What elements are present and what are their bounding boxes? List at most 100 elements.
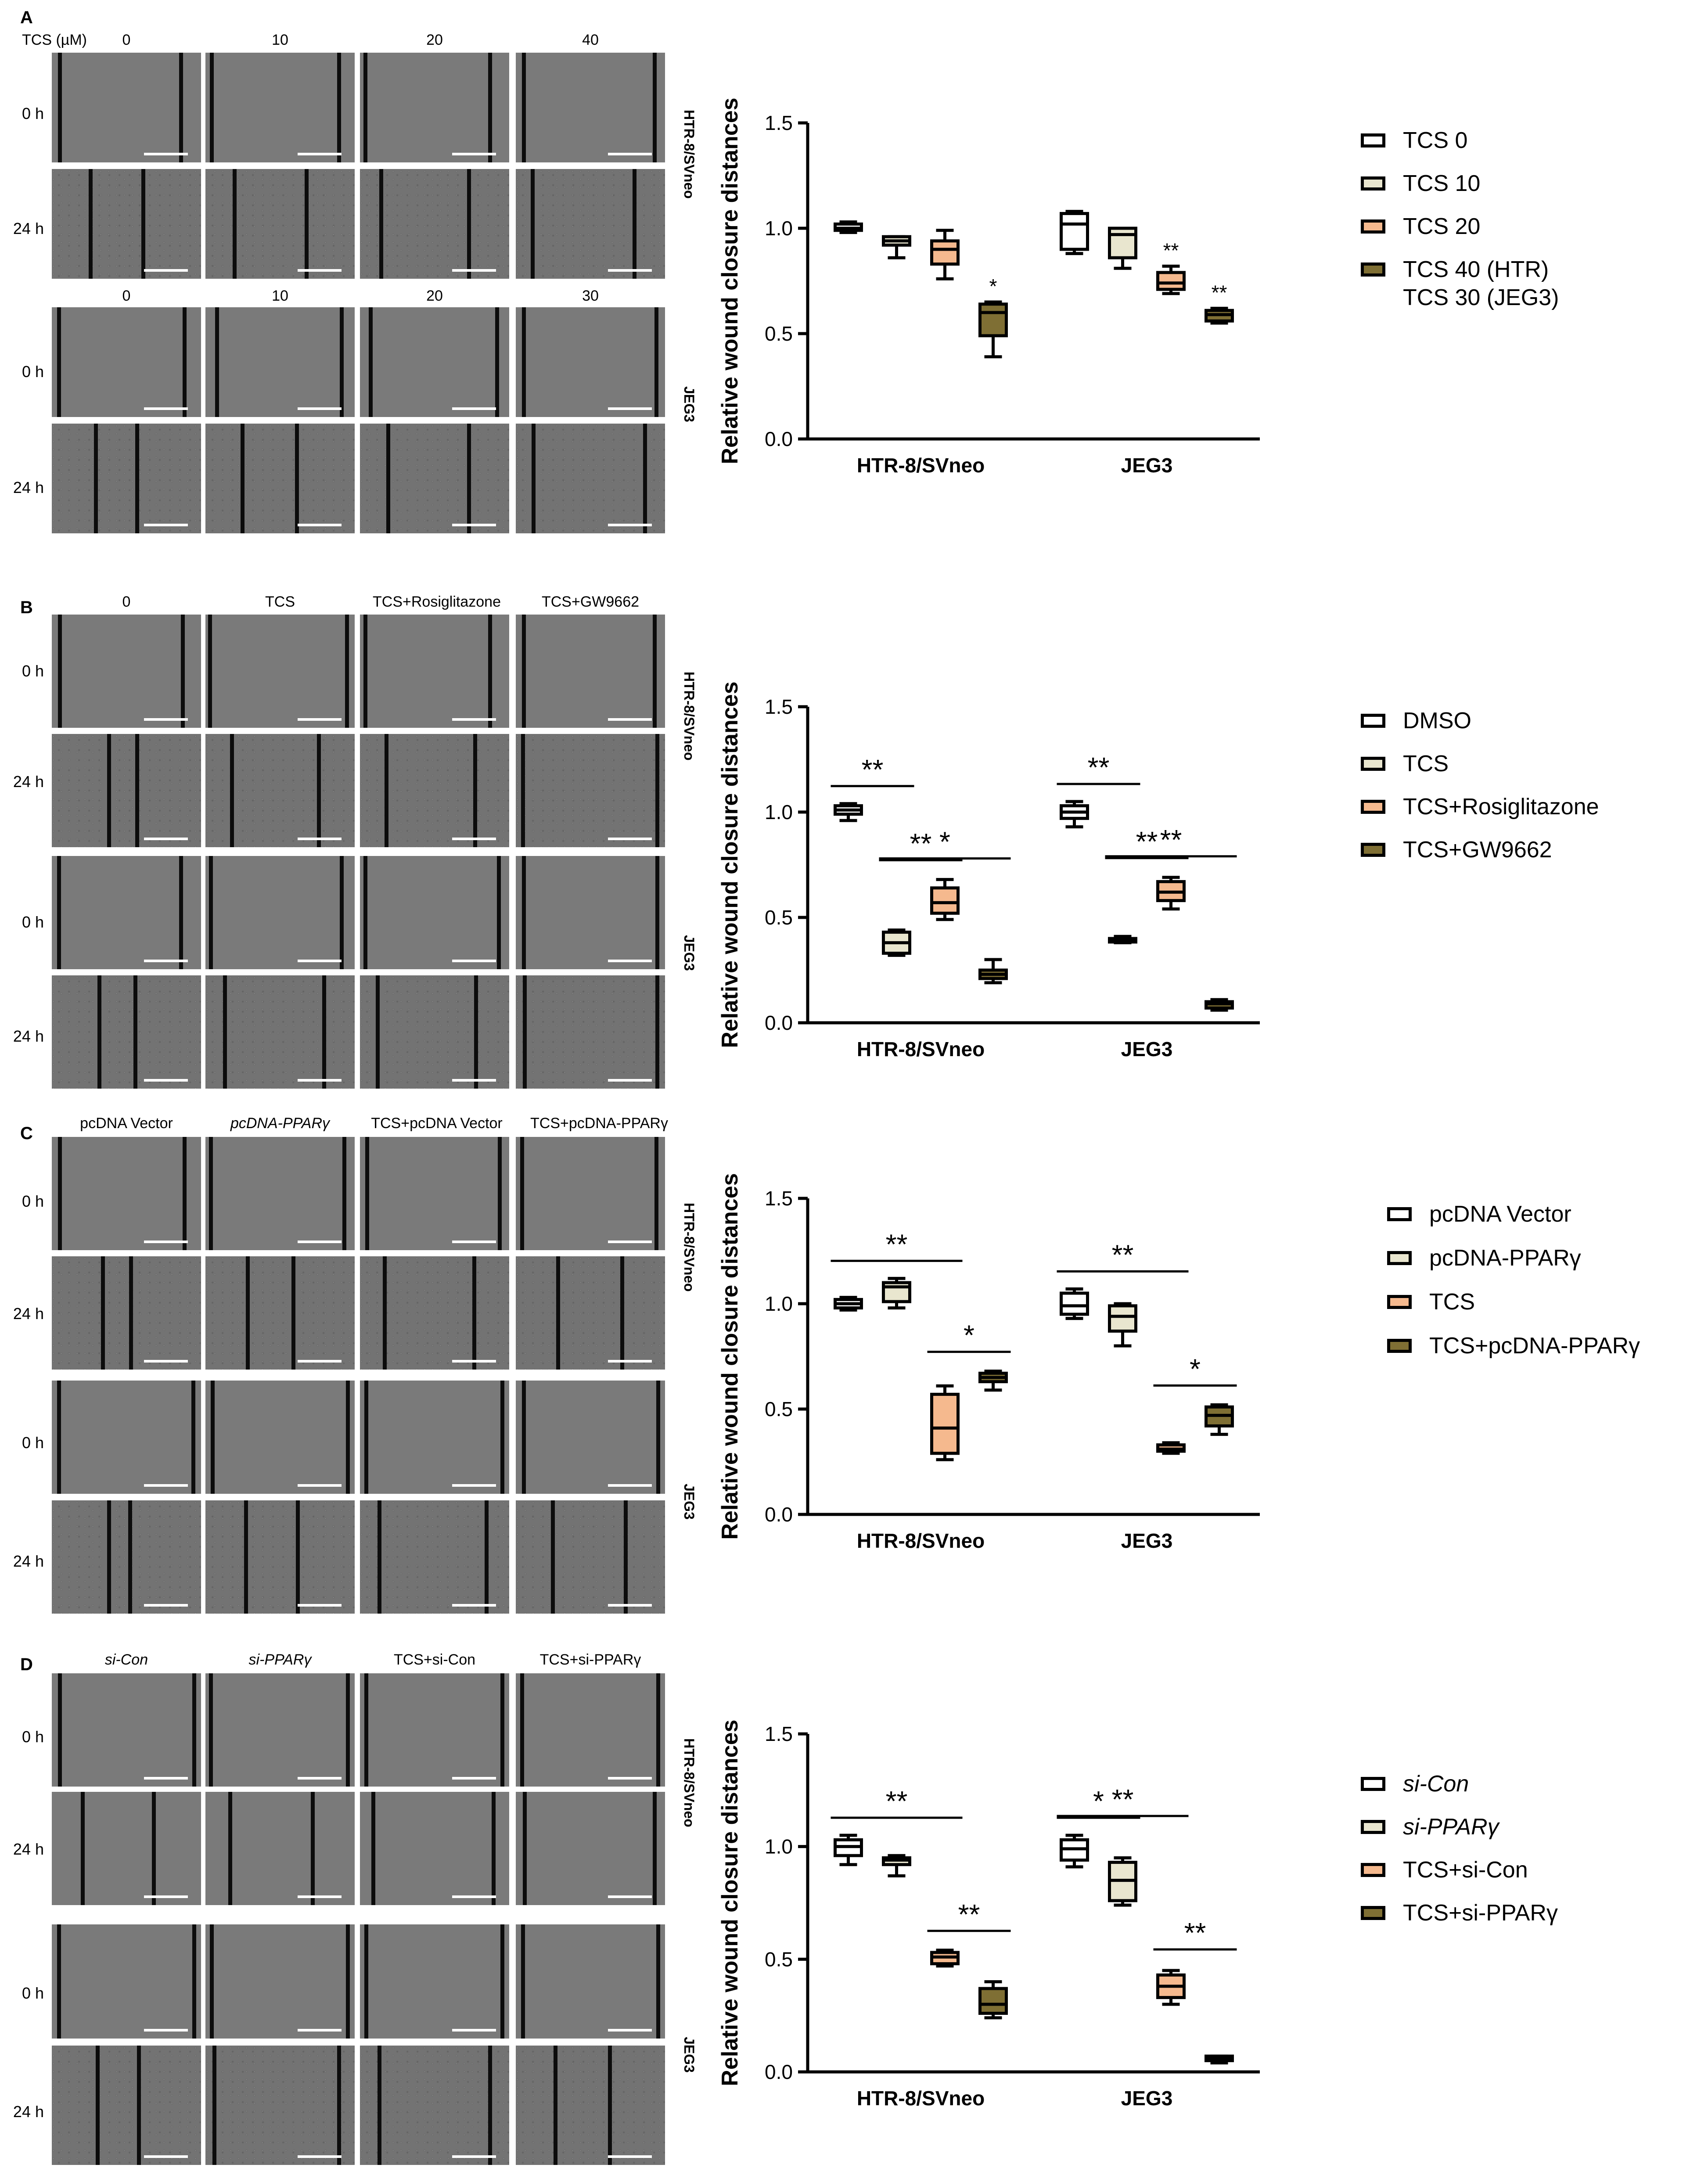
micrograph [205, 615, 355, 728]
legend-item: pcDNA-PPARγ [1387, 1245, 1581, 1271]
micrograph [52, 1381, 201, 1494]
time-label: 24 h [13, 1027, 44, 1045]
micrograph [516, 53, 665, 162]
box [1108, 227, 1137, 259]
column-label: si-Con [104, 1651, 148, 1668]
micrograph [516, 734, 665, 847]
micrograph [52, 53, 201, 162]
micrograph [205, 975, 355, 1089]
time-label: 0 h [22, 363, 44, 381]
column-label: TCS+pcDNA Vector [371, 1115, 503, 1132]
significance-mark: * [989, 275, 997, 298]
micrograph [205, 1137, 355, 1250]
time-label: 0 h [22, 913, 44, 931]
panel-letter-c: C [20, 1124, 33, 1143]
y-tick-label: 0.0 [765, 1011, 793, 1034]
micrograph [516, 1924, 665, 2039]
cell-line-label: JEG3 [681, 386, 697, 422]
cell-line-label: JEG3 [681, 2037, 697, 2073]
micrograph [52, 975, 201, 1089]
time-label: 24 h [13, 2103, 44, 2121]
column-label: pcDNA-PPARγ [230, 1115, 330, 1132]
y-tick-label: 1.5 [765, 695, 793, 718]
chart-c: 0.0 0.5 1.0 1.5 Relative wound closure dista… [717, 1173, 1273, 1593]
column-label: 10 [272, 32, 288, 48]
micrograph [52, 615, 201, 728]
box [978, 1987, 1008, 2015]
micrograph [205, 1792, 355, 1905]
micrograph [205, 2046, 355, 2165]
legend-item: pcDNA Vector [1387, 1201, 1571, 1227]
significance-mark: ** [1160, 824, 1182, 856]
y-tick-label: 0.5 [765, 1398, 793, 1420]
column-label: 0 [122, 32, 131, 48]
time-label: 0 h [22, 1192, 44, 1210]
significance-mark: ** [886, 1785, 908, 1817]
y-tick-label: 1.0 [765, 1292, 793, 1315]
legend-item-sub: TCS 30 (JEG3) [1403, 285, 1559, 310]
legend-item: TCS+si-PPARγ [1361, 1900, 1558, 1926]
micrograph [52, 856, 201, 969]
cell-line-label: HTR-8/SVneo [681, 1738, 697, 1827]
column-label: 20 [426, 288, 443, 304]
cell-line-label: HTR-8/SVneo [681, 672, 697, 761]
box [1156, 271, 1186, 291]
micrograph [52, 307, 201, 417]
box-plot-svg: 0.0 0.5 1.0 1.5 Relative wound closure dista… [717, 1719, 1260, 2110]
time-label: 0 h [22, 1434, 44, 1452]
significance-mark: ** [1112, 1783, 1134, 1815]
micrograph [516, 615, 665, 728]
column-label: TCS+si-Con [393, 1651, 476, 1668]
micrograph [360, 1137, 509, 1250]
column-label: si-PPARγ [248, 1651, 312, 1668]
legend-item: si-Con [1361, 1771, 1469, 1797]
micrograph [205, 734, 355, 847]
panel-letter-b: B [20, 598, 33, 617]
legend-item: TCS+pcDNA-PPARγ [1387, 1333, 1640, 1359]
legend-item: DMSO [1361, 708, 1471, 734]
significance-mark: ** [1088, 752, 1110, 783]
significance-mark: ** [910, 828, 932, 859]
y-tick-label: 1.0 [765, 801, 793, 823]
micrograph [52, 2046, 201, 2165]
micrograph [205, 1256, 355, 1370]
y-tick-label: 1.0 [765, 1835, 793, 1858]
micrograph [516, 307, 665, 417]
chart-d: 0.0 0.5 1.0 1.5 Relative wound closure dista… [717, 1712, 1273, 2151]
significance-mark: ** [1212, 281, 1227, 304]
chart-b: 0.0 0.5 1.0 1.5 Relative wound closure dista… [717, 681, 1273, 1102]
micrograph [516, 975, 665, 1089]
cell-line-label: HTR-8/SVneo [681, 110, 697, 199]
x-tick-label: HTR-8/SVneo [857, 1529, 985, 1552]
box-plot-svg: 0.0 0.5 1.0 1.5 Relative wound closure dista… [717, 97, 1260, 477]
time-label: 0 h [22, 104, 44, 122]
legend-item: TCS 10 [1361, 170, 1480, 197]
micrograph [516, 1137, 665, 1250]
micrograph [205, 1673, 355, 1787]
micrograph [516, 1381, 665, 1494]
time-label: 24 h [13, 478, 44, 496]
micrograph [516, 1673, 665, 1787]
micrograph [516, 1256, 665, 1370]
y-tick-label: 0.5 [765, 322, 793, 345]
y-tick-label: 0.5 [765, 1948, 793, 1970]
micrograph [516, 856, 665, 969]
chart-a: 0.0 0.5 1.0 1.5 Relative wound closure dista… [717, 97, 1273, 518]
micrograph [205, 1381, 355, 1494]
micrograph [52, 424, 201, 533]
y-tick-label: 0.5 [765, 906, 793, 929]
legend-item: si-PPARγ [1361, 1814, 1499, 1840]
y-axis-label: Relative wound closure distances [717, 1173, 743, 1539]
micrograph [360, 1256, 509, 1370]
cell-line-label: HTR-8/SVneo [681, 1203, 697, 1292]
significance-mark: * [1093, 1785, 1104, 1817]
legend-item: TCS [1387, 1289, 1475, 1315]
column-label: TCS+Rosiglitazone [373, 593, 501, 610]
micrograph [52, 169, 201, 279]
micrograph [360, 615, 509, 728]
time-label: 0 h [22, 1984, 44, 2002]
micrograph [360, 307, 509, 417]
box [1108, 1304, 1137, 1333]
micrograph [516, 169, 665, 279]
x-tick-label: HTR-8/SVneo [857, 1038, 985, 1061]
